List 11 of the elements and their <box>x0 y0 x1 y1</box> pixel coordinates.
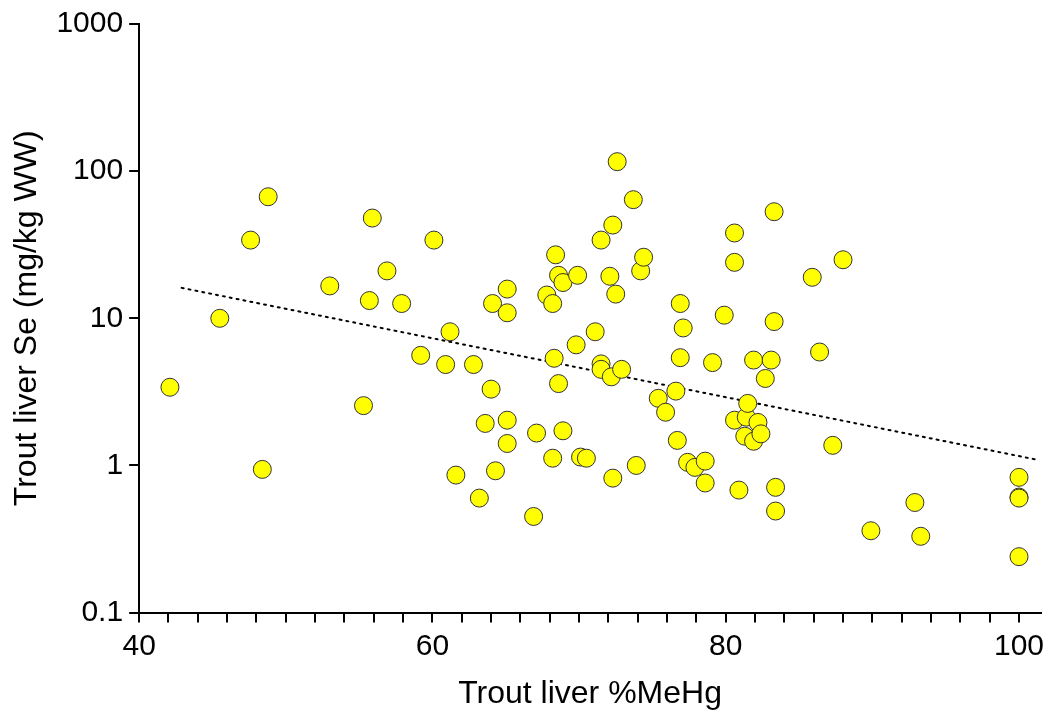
x-tick-label: 100 <box>993 627 1045 661</box>
x-tick-label: 40 <box>122 627 156 661</box>
x-tick-label: 60 <box>415 627 450 661</box>
y-tick-label: 0.1 <box>81 593 124 627</box>
y-tick-label: 100 <box>73 152 124 186</box>
x-axis-title: Trout liver %MeHg <box>458 673 722 710</box>
x-tick-label: 80 <box>709 627 743 661</box>
y-tick-label: 1 <box>106 446 124 480</box>
y-axis-title: Trout liver Se (mg/kg WW) <box>7 130 44 507</box>
y-tick-label: 10 <box>89 299 124 333</box>
y-tick-label: 1000 <box>56 5 124 39</box>
